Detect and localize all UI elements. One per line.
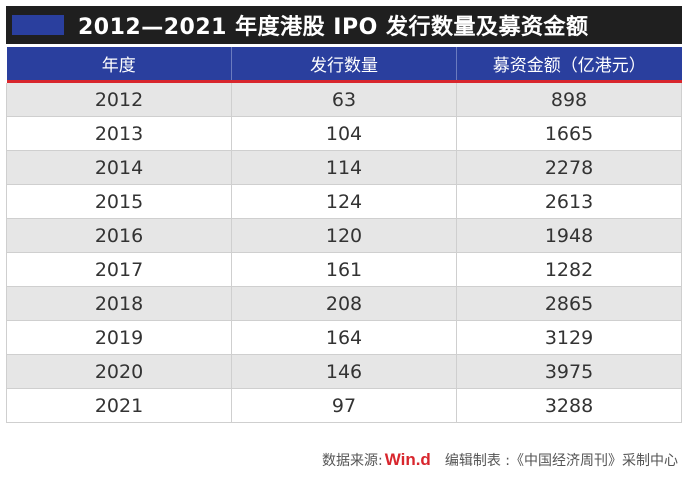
cell-year: 2021 xyxy=(6,388,232,423)
table-row: 2012 63 898 xyxy=(6,83,682,117)
source-brand-logo: Win.d xyxy=(384,450,431,469)
table-row: 2015 124 2613 xyxy=(6,184,682,219)
table-row: 2013 104 1665 xyxy=(6,116,682,151)
cell-year: 2017 xyxy=(6,252,232,287)
column-header-amount: 募资金额（亿港元） xyxy=(456,47,682,80)
table-row: 2016 120 1948 xyxy=(6,218,682,253)
cell-amount: 3975 xyxy=(456,354,682,389)
cell-amount: 1665 xyxy=(456,116,682,151)
table-row: 2019 164 3129 xyxy=(6,320,682,355)
table-row: 2014 114 2278 xyxy=(6,150,682,185)
table-body: 2012 63 898 2013 104 1665 2014 114 2278 2015 124 26… xyxy=(6,83,682,423)
table-row: 2018 208 2865 xyxy=(6,286,682,321)
table-row: 2021 97 3288 xyxy=(6,388,682,423)
cell-year: 2016 xyxy=(6,218,232,253)
cell-count: 124 xyxy=(231,184,457,219)
cell-count: 164 xyxy=(231,320,457,355)
title-bar: 2012—2021 年度港股 IPO 发行数量及募资金额 xyxy=(6,6,682,44)
cell-amount: 2613 xyxy=(456,184,682,219)
cell-count: 114 xyxy=(231,150,457,185)
cell-amount: 3129 xyxy=(456,320,682,355)
cell-count: 146 xyxy=(231,354,457,389)
cell-year: 2018 xyxy=(6,286,232,321)
cell-count: 161 xyxy=(231,252,457,287)
cell-amount: 1282 xyxy=(456,252,682,287)
cell-year: 2012 xyxy=(6,83,232,117)
table-row: 2017 161 1282 xyxy=(6,252,682,287)
cell-count: 120 xyxy=(231,218,457,253)
column-header-count: 发行数量 xyxy=(231,47,457,80)
cell-count: 208 xyxy=(231,286,457,321)
cell-amount: 3288 xyxy=(456,388,682,423)
cell-year: 2015 xyxy=(6,184,232,219)
table-row: 2020 146 3975 xyxy=(6,354,682,389)
cell-year: 2019 xyxy=(6,320,232,355)
cell-amount: 1948 xyxy=(456,218,682,253)
cell-year: 2013 xyxy=(6,116,232,151)
column-header-year: 年度 xyxy=(6,47,232,80)
cell-count: 97 xyxy=(231,388,457,423)
cell-amount: 2865 xyxy=(456,286,682,321)
cell-amount: 898 xyxy=(456,83,682,117)
data-table: 年度 发行数量 募资金额（亿港元） 2012 63 898 2013 104 1665 20… xyxy=(6,47,682,423)
editor-credit: 编辑制表 :《中国经济周刊》采制中心 xyxy=(444,453,678,469)
chart-title: 2012—2021 年度港股 IPO 发行数量及募资金额 xyxy=(78,15,589,40)
cell-amount: 2278 xyxy=(456,150,682,185)
source-footer: 数据来源: Win.d 编辑制表 :《中国经济周刊》采制中心 xyxy=(322,450,678,470)
cell-year: 2014 xyxy=(6,150,232,185)
cell-count: 63 xyxy=(231,83,457,117)
table-header-row: 年度 发行数量 募资金额（亿港元） xyxy=(6,47,682,80)
source-label: 数据来源: xyxy=(321,453,383,469)
cell-count: 104 xyxy=(231,116,457,151)
cell-year: 2020 xyxy=(6,354,232,389)
title-accent-block xyxy=(12,15,64,35)
header-divider xyxy=(6,80,682,83)
